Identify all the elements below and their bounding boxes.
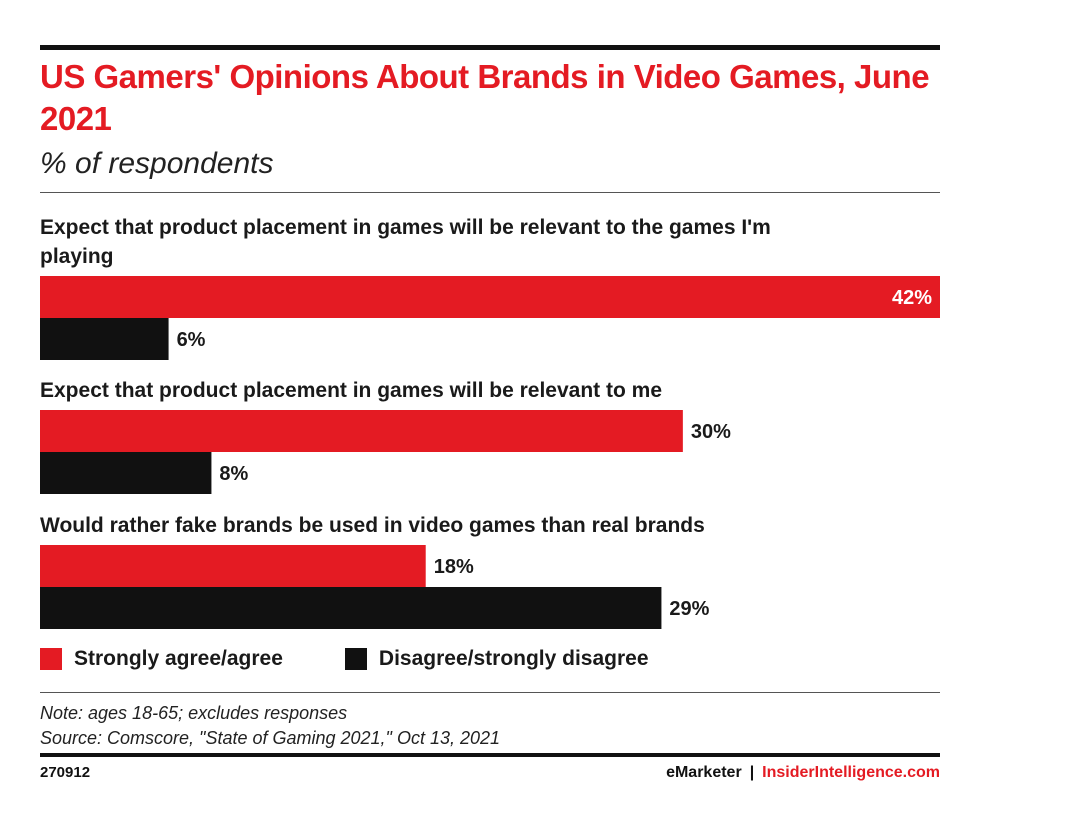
footer-divider <box>40 692 940 693</box>
legend-label-disagree: Disagree/strongly disagree <box>378 647 649 670</box>
bar-agree <box>40 410 683 452</box>
chart-source: Source: Comscore, "State of Gaming 2021,… <box>40 728 501 748</box>
chart-note: Note: ages 18-65; excludes responses <box>40 703 348 723</box>
bar-disagree <box>40 452 212 494</box>
category-label: Expect that product placement in games w… <box>40 216 771 268</box>
legend-item-disagree: Disagree/strongly disagree <box>344 647 649 671</box>
chart-id: 270912 <box>40 764 91 781</box>
legend-item-agree: Strongly agree/agree <box>40 647 283 671</box>
brand-emarketer: eMarketer <box>666 764 742 781</box>
chart-title: US Gamers' Opinions About Brands in Vide… <box>40 58 930 137</box>
legend-label-agree: Strongly agree/agree <box>74 647 283 670</box>
chart-subtitle: % of respondents <box>40 147 274 180</box>
header-divider <box>40 192 940 193</box>
top-rule <box>40 45 940 50</box>
legend-swatch-agree <box>40 648 62 670</box>
category-label: Expect that product placement in games w… <box>40 379 662 402</box>
category-label: Would rather fake brands be used in vide… <box>40 514 705 537</box>
legend-swatch-disagree <box>344 648 367 670</box>
data-label: 30% <box>691 421 731 443</box>
bar-agree <box>40 545 426 587</box>
bar-disagree <box>40 318 169 360</box>
bottom-rule <box>40 753 940 757</box>
data-label: 6% <box>177 329 206 351</box>
brand-separator: | <box>749 764 755 781</box>
bar-chart: Expect that product placement in games w… <box>40 216 940 629</box>
data-label: 42% <box>892 287 932 309</box>
bar-agree <box>40 276 940 318</box>
data-label: 18% <box>434 556 474 578</box>
legend: Strongly agree/agree Disagree/strongly d… <box>40 644 711 674</box>
brand-credit: eMarketer | InsiderIntelligence.com <box>666 764 940 782</box>
brand-insider-intelligence: InsiderIntelligence.com <box>762 764 940 781</box>
bar-disagree <box>40 587 662 629</box>
data-label: 29% <box>669 598 709 620</box>
data-label: 8% <box>219 463 248 485</box>
